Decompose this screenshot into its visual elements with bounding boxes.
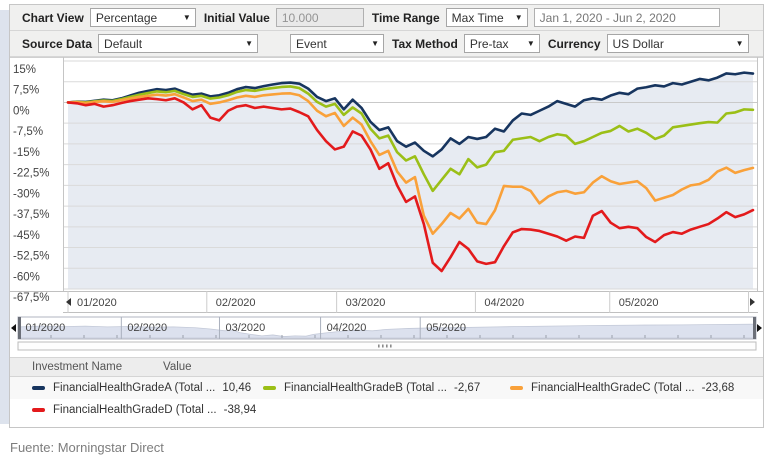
tax-method-select[interactable]: Pre-tax ▼: [463, 34, 540, 53]
chevron-down-icon: ▼: [371, 39, 380, 48]
tax-method-label: Tax Method: [392, 36, 458, 51]
scrollbar-grip-icon[interactable]: [386, 344, 388, 348]
toolbar-row-1: Chart View Percentage ▼ Initial Value 10…: [10, 5, 763, 31]
chevron-down-icon: ▼: [245, 39, 254, 48]
series-line-FinancialHealthGradeA: [66, 71, 755, 158]
series-color-dash-icon: [32, 386, 45, 390]
series-color-dash-icon: [510, 386, 523, 390]
x-axis-month-label: 01/2020: [77, 297, 117, 309]
scrubber-month-label: 03/2020: [225, 322, 265, 334]
x-axis-month-label: 04/2020: [484, 297, 524, 309]
scrollbar-grip-icon[interactable]: [382, 344, 384, 348]
y-axis-tick-label: 15%: [13, 64, 36, 76]
y-axis-tick-label: -7,5%: [13, 126, 43, 138]
scroll-left-icon[interactable]: [66, 298, 71, 306]
legend-item-name: FinancialHealthGradeA (Total ...: [53, 382, 216, 394]
source-data-value: Default: [104, 36, 143, 51]
time-range-value: Max Time: [451, 10, 504, 25]
source-note: Fuente: Morningstar Direct: [10, 440, 164, 455]
legend-table: Investment Name Value FinancialHealthGra…: [10, 357, 763, 421]
chevron-down-icon: ▼: [735, 39, 744, 48]
y-axis-tick-label: 0%: [13, 105, 30, 117]
chart-view-value: Percentage: [95, 10, 158, 25]
legend-header-row: Investment Name Value: [10, 357, 763, 377]
event-value: Event: [296, 36, 327, 51]
left-gutter: [0, 10, 9, 424]
chart-svg: 15% 7,5% 0% -7,5% -15% -22,5% -30% -37,5% -45% -5…: [10, 57, 763, 313]
y-axis-tick-label: -60%: [13, 271, 40, 283]
time-range-label: Time Range: [371, 10, 440, 25]
performance-chart: 15% 7,5% 0% -7,5% -15% -22,5% -30% -37,5% -45% -5…: [10, 57, 763, 315]
currency-select[interactable]: US Dollar ▼: [606, 34, 749, 53]
scrollbar-grip-icon[interactable]: [390, 344, 392, 348]
scrubber-left-handle[interactable]: [18, 317, 21, 339]
chart-view-label: Chart View: [22, 10, 84, 25]
legend-item-FinancialHealthGradeD[interactable]: FinancialHealthGradeD (Total ... -38,94: [32, 404, 263, 416]
legend-item-value: 10,46: [222, 382, 252, 394]
series-color-dash-icon: [263, 386, 276, 390]
scrubber-arrow-right-icon[interactable]: [757, 324, 762, 332]
scrubber-month-label: 04/2020: [327, 322, 367, 334]
y-axis-tick-label: -30%: [13, 188, 40, 200]
series-line-FinancialHealthGradeB: [66, 85, 755, 193]
scrubber-month-label: 01/2020: [25, 322, 65, 334]
scrollbar-grip-icon[interactable]: [378, 344, 380, 348]
y-axis-tick-label: -45%: [13, 230, 40, 242]
legend-item-name: FinancialHealthGradeC (Total ...: [531, 382, 695, 394]
scrubber-svg: 01/2020 02/2020 03/2020 04/2020 05/2020: [11, 316, 762, 351]
series-line-FinancialHealthGradeC: [66, 92, 755, 236]
event-select[interactable]: Event ▼: [290, 34, 385, 53]
legend-header-value: Value: [163, 361, 192, 373]
date-range-input[interactable]: Jan 1, 2020 - Jun 2, 2020: [533, 8, 720, 27]
scrubber-right-handle[interactable]: [753, 317, 756, 339]
y-axis-tick-label: 7,5%: [13, 85, 39, 97]
legend-row: FinancialHealthGradeA (Total ... 10,46 Fin…: [10, 377, 763, 399]
x-axis-month-label: 05/2020: [619, 297, 659, 309]
legend-item-FinancialHealthGradeB[interactable]: FinancialHealthGradeB (Total ... -2,67: [263, 382, 510, 394]
date-range-text: Jan 1, 2020 - Jun 2, 2020: [539, 10, 676, 25]
y-axis-tick-label: -67,5%: [13, 292, 49, 304]
legend-header-name: Investment Name: [32, 361, 123, 373]
time-range-select[interactable]: Max Time ▼: [445, 8, 528, 27]
legend-item-FinancialHealthGradeA[interactable]: FinancialHealthGradeA (Total ... 10,46: [32, 382, 263, 394]
y-axis-tick-label: -22,5%: [13, 168, 49, 180]
x-axis-month-label: 02/2020: [216, 297, 256, 309]
scroll-right-icon[interactable]: [750, 298, 755, 306]
source-data-select[interactable]: Default ▼: [98, 34, 259, 53]
chart-panel: Chart View Percentage ▼ Initial Value 10…: [9, 4, 764, 428]
scrubber-arrow-left-icon[interactable]: [11, 324, 16, 332]
scrubber-month-label: 05/2020: [426, 322, 466, 334]
series-color-dash-icon: [32, 408, 45, 412]
initial-value-text: 10.000: [281, 10, 319, 25]
x-axis-month-label: 03/2020: [346, 297, 386, 309]
y-axis-tick-label: -52,5%: [13, 251, 49, 263]
y-axis-tick-label: -15%: [13, 147, 40, 159]
chevron-down-icon: ▼: [182, 13, 191, 22]
scrubber-month-label: 02/2020: [127, 322, 167, 334]
chevron-down-icon: ▼: [514, 13, 523, 22]
legend-rows: FinancialHealthGradeA (Total ... 10,46 Fin…: [10, 377, 763, 421]
legend-item-name: FinancialHealthGradeD (Total ...: [53, 404, 217, 416]
toolbar-row-2: Source Data Default ▼ Event ▼ Tax Method…: [10, 31, 763, 57]
timeline-scrubber[interactable]: 01/2020 02/2020 03/2020 04/2020 05/2020: [10, 315, 763, 353]
currency-label: Currency: [547, 36, 601, 51]
legend-row: FinancialHealthGradeD (Total ... -38,94: [10, 399, 763, 421]
initial-value-label: Initial Value: [203, 10, 270, 25]
chart-view-select[interactable]: Percentage ▼: [89, 8, 196, 27]
series-line-FinancialHealthGradeD: [66, 97, 755, 273]
currency-value: US Dollar: [612, 36, 664, 51]
source-data-label: Source Data: [22, 36, 93, 51]
legend-item-value: -2,67: [454, 382, 481, 394]
legend-item-value: -23,68: [701, 382, 735, 394]
legend-item-FinancialHealthGradeC[interactable]: FinancialHealthGradeC (Total ... -23,68: [510, 382, 763, 394]
initial-value-input[interactable]: 10.000: [275, 8, 364, 27]
chevron-down-icon: ▼: [526, 39, 535, 48]
y-axis-tick-label: -37,5%: [13, 209, 49, 221]
legend-item-name: FinancialHealthGradeB (Total ...: [284, 382, 447, 394]
tax-method-value: Pre-tax: [469, 36, 509, 51]
legend-item-value: -38,94: [223, 404, 257, 416]
